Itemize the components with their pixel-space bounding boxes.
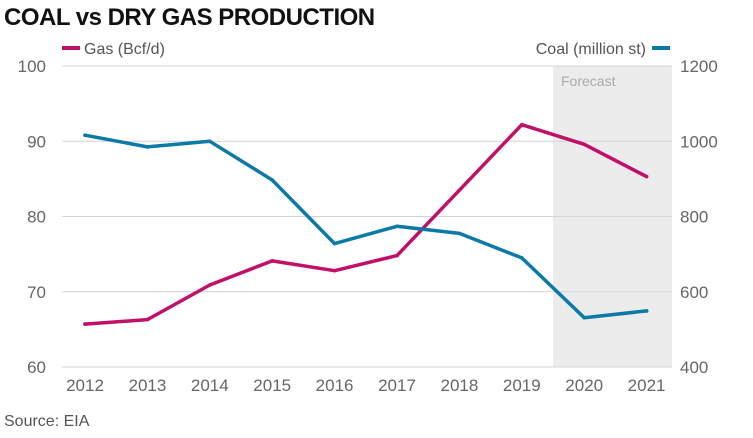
gas-data-point <box>208 283 212 287</box>
x-tick-label: 2015 <box>253 376 291 395</box>
x-tick-label: 2020 <box>565 376 603 395</box>
x-tick-label: 2014 <box>191 376 229 395</box>
coal-data-point <box>520 256 524 260</box>
gas-data-point <box>520 122 524 127</box>
coal-data-point <box>395 224 399 229</box>
left-tick-label: 70 <box>27 283 46 302</box>
gas-data-point <box>270 259 275 263</box>
x-axis: 2012 2013 2014 2015 2016 2017 2018 2019 2020 2021 <box>66 376 665 395</box>
coal-data-point <box>270 178 275 182</box>
chart-title: COAL vs DRY GAS PRODUCTION <box>4 4 375 31</box>
x-tick-label: 2018 <box>440 376 478 395</box>
legend-label-coal: Coal (million st) <box>536 41 646 58</box>
x-tick-label: 2017 <box>378 376 416 395</box>
coal-series-line <box>83 133 649 320</box>
right-tick-label: 400 <box>680 358 708 377</box>
source-note: Source: EIA <box>4 413 90 430</box>
x-tick-label: 2016 <box>316 376 354 395</box>
coal-data-point <box>208 139 212 144</box>
left-tick-label: 90 <box>27 132 46 151</box>
x-tick-label: 2021 <box>628 376 666 395</box>
gas-series-line <box>83 122 649 326</box>
right-tick-label: 1200 <box>680 57 718 76</box>
gas-data-point <box>332 268 337 273</box>
x-tick-label: 2019 <box>503 376 541 395</box>
right-tick-label: 1000 <box>680 132 718 151</box>
forecast-label: Forecast <box>561 73 616 89</box>
gas-data-point <box>83 322 87 326</box>
gas-data-point <box>457 188 462 192</box>
coal-data-point <box>582 315 586 320</box>
gas-data-point <box>582 142 586 147</box>
gas-data-point <box>395 253 399 258</box>
right-axis: 400 600 800 1000 1200 <box>680 57 718 377</box>
series-layer <box>83 122 649 326</box>
coal-data-point <box>145 145 150 149</box>
gas-data-point <box>644 174 649 179</box>
left-axis: 60 70 80 90 100 <box>18 57 46 377</box>
x-tick-label: 2013 <box>128 376 166 395</box>
coal-data-point <box>83 133 87 138</box>
coal-data-point <box>457 231 462 236</box>
legend-label-gas: Gas (Bcf/d) <box>84 41 165 58</box>
coal-data-point <box>332 241 337 246</box>
right-tick-label: 600 <box>680 283 708 302</box>
x-tick-label: 2012 <box>66 376 104 395</box>
left-tick-label: 60 <box>27 358 46 377</box>
left-tick-label: 100 <box>18 57 46 76</box>
gas-data-point <box>145 317 150 322</box>
coal-data-point <box>644 309 649 313</box>
left-tick-label: 80 <box>27 208 46 227</box>
right-tick-label: 800 <box>680 208 708 227</box>
legend: Gas (Bcf/d) Coal (million st) <box>62 41 670 58</box>
